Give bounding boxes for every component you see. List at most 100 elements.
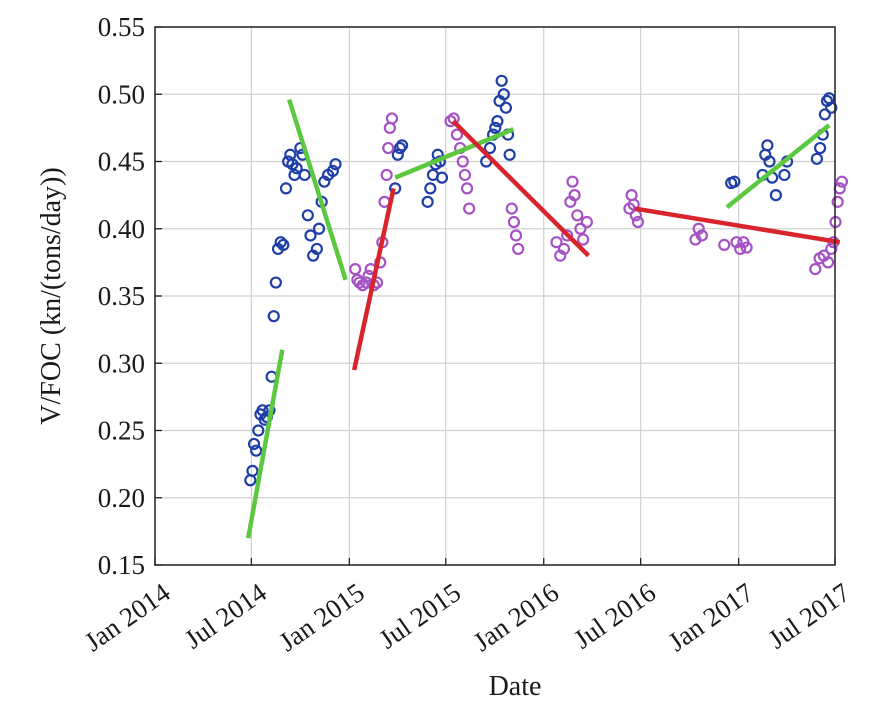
- data-point: [813, 141, 827, 155]
- data-point: [349, 263, 362, 276]
- data-point: [385, 112, 399, 125]
- data-point: [301, 209, 314, 222]
- y-tick-label: 0.50: [98, 79, 145, 109]
- data-point: [395, 139, 409, 152]
- trend-line-green: [287, 98, 348, 281]
- data-point: [421, 195, 434, 208]
- data-point: [499, 101, 513, 114]
- data-point: [580, 215, 593, 229]
- data-point: [818, 108, 831, 121]
- y-tick-label: 0.40: [98, 214, 145, 244]
- data-point: [507, 215, 521, 229]
- y-tick-label: 0.55: [98, 12, 145, 42]
- data-point: [825, 242, 838, 256]
- data-point: [512, 242, 525, 256]
- x-tick-label: Jul 2015: [373, 577, 466, 654]
- data-point: [769, 189, 782, 202]
- y-axis-title: V/FOC (kn/(tons/day)): [36, 167, 67, 424]
- data-point: [825, 101, 838, 114]
- data-point: [550, 236, 563, 249]
- data-point: [329, 158, 342, 171]
- data-point: [382, 141, 395, 155]
- data-point: [577, 233, 590, 246]
- y-axis-ticks: 0.15 0.20 0.25 0.30 0.35 0.40 0.45 0.50 0.55: [98, 12, 162, 580]
- data-point: [491, 115, 504, 128]
- x-tick-label: Jan 2015: [273, 577, 369, 657]
- data-point: [458, 168, 472, 182]
- data-point: [497, 88, 510, 101]
- data-point: [252, 424, 265, 437]
- y-tick-label: 0.30: [98, 348, 145, 378]
- data-point: [456, 155, 469, 168]
- data-point: [247, 437, 261, 451]
- trend-line-red: [351, 187, 396, 371]
- data-point: [279, 182, 293, 195]
- x-tick-label: Jan 2017: [663, 577, 759, 657]
- data-point: [310, 242, 323, 256]
- x-tick-label: Jul 2016: [568, 577, 661, 654]
- x-tick-label: Jan 2016: [468, 577, 564, 657]
- trend-line-red: [451, 119, 591, 258]
- y-tick-label: 0.20: [98, 483, 145, 513]
- data-point: [391, 148, 404, 161]
- y-tick-label: 0.15: [98, 550, 145, 580]
- data-point: [424, 182, 437, 195]
- y-tick-label: 0.45: [98, 147, 145, 177]
- trend-line-green: [725, 123, 831, 209]
- data-point: [288, 168, 301, 182]
- data-point: [505, 202, 518, 215]
- data-point: [734, 242, 747, 256]
- data-point: [728, 175, 741, 188]
- data-point: [489, 121, 502, 134]
- data-point: [695, 229, 708, 242]
- series-blue: [244, 74, 838, 487]
- data-point: [810, 152, 823, 165]
- data-point: [460, 182, 474, 195]
- data-point: [389, 182, 402, 195]
- data-point: [568, 189, 581, 202]
- data-point: [561, 229, 574, 242]
- data-point: [627, 198, 640, 211]
- data-point: [290, 162, 303, 175]
- trend-line-red: [634, 206, 841, 245]
- data-point: [503, 148, 516, 161]
- data-point: [393, 141, 407, 155]
- data-point: [833, 182, 846, 195]
- data-point: [326, 164, 339, 178]
- data-point: [269, 276, 282, 289]
- data-point: [353, 276, 366, 289]
- data-point: [495, 74, 508, 87]
- data-point: [809, 263, 822, 276]
- data-point: [740, 241, 753, 254]
- data-point: [778, 168, 791, 182]
- data-point: [761, 139, 774, 152]
- y-tick-label: 0.35: [98, 281, 145, 311]
- data-point: [509, 229, 523, 242]
- trend-line-green: [394, 127, 515, 180]
- series-purple: [349, 112, 849, 292]
- x-tick-label: Jan 2014: [79, 577, 176, 657]
- scatter-series: [244, 74, 849, 487]
- data-point: [831, 195, 844, 208]
- data-point: [557, 242, 571, 256]
- data-point: [435, 171, 449, 184]
- data-point: [571, 209, 584, 222]
- data-point: [574, 222, 587, 235]
- data-point: [463, 202, 476, 215]
- x-axis-ticks: Jan 2014 Jul 2014 Jan 2015 Jul 2015 Jan 2016…: [79, 558, 855, 657]
- data-point: [629, 209, 642, 222]
- data-point: [250, 444, 263, 457]
- data-point: [631, 215, 645, 229]
- data-point: [483, 141, 497, 155]
- data-point: [821, 256, 835, 269]
- data-point: [380, 168, 393, 182]
- data-point: [312, 222, 326, 235]
- data-point: [304, 229, 317, 242]
- data-point: [692, 222, 705, 235]
- x-tick-label: Jul 2017: [763, 577, 856, 654]
- data-point: [277, 238, 290, 251]
- data-point: [763, 155, 776, 168]
- data-point: [566, 175, 579, 188]
- data-point: [450, 128, 464, 141]
